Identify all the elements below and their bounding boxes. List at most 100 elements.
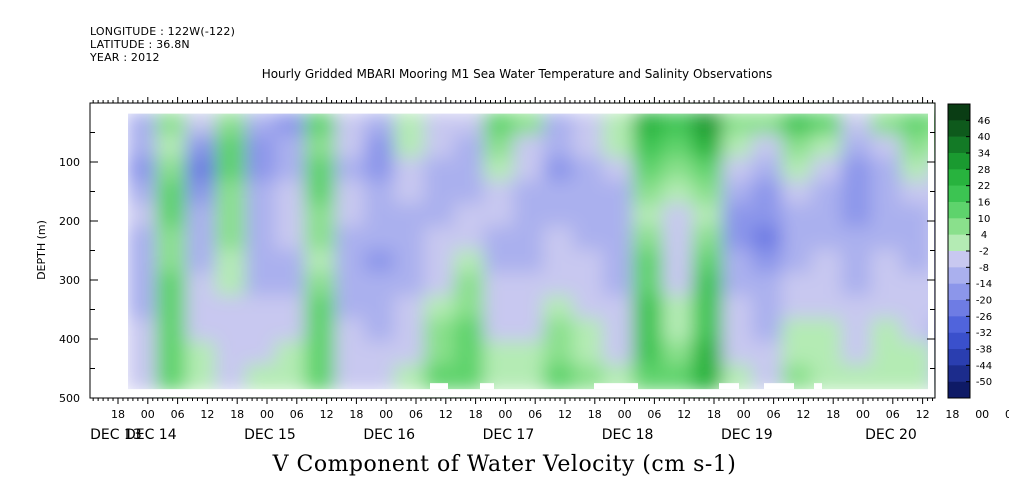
heatmap-cell (304, 226, 339, 254)
heatmap-cell (781, 134, 816, 162)
heatmap-cell (662, 111, 697, 139)
heatmap-cell (126, 226, 160, 254)
heatmap-cell (364, 364, 399, 392)
heatmap-cell (811, 295, 846, 323)
heatmap-cell (334, 134, 369, 162)
heatmap-cell (543, 272, 577, 300)
colorbar-swatch (948, 251, 970, 268)
heatmap-cell (424, 226, 458, 254)
heatmap-cell (722, 249, 756, 277)
heatmap-cell (841, 226, 875, 254)
colorbar-label: -26 (976, 312, 992, 323)
heatmap-cell (781, 157, 816, 185)
colorbar-swatch (948, 169, 970, 186)
heatmap-cell (692, 249, 726, 277)
heatmap-cell (781, 111, 816, 139)
colorbar-label: 28 (978, 165, 991, 176)
heatmap-cell (185, 364, 220, 392)
blank-region (91, 104, 934, 114)
colorbar-swatch (948, 185, 970, 203)
colorbar-label: -8 (979, 263, 989, 274)
heatmap-cell (155, 341, 190, 369)
heatmap-cell (304, 272, 339, 300)
colorbar-swatch (948, 136, 970, 154)
heatmap-cell (304, 180, 339, 208)
heatmap-cell (275, 249, 309, 277)
heatmap-cell (185, 341, 220, 369)
heatmap-cell (424, 318, 458, 346)
heatmap-cell (304, 318, 339, 346)
x-day-label: DEC 17 (483, 427, 535, 443)
heatmap-cell (990, 364, 1009, 391)
heatmap-cell (990, 249, 1009, 276)
heatmap-cell (811, 341, 846, 369)
x-hour-label: 06 (767, 408, 781, 421)
heatmap-cell (632, 341, 667, 369)
heatmap-cell (662, 364, 697, 392)
heatmap-cell (781, 180, 816, 208)
x-hour-label: 06 (1005, 408, 1009, 421)
heatmap-cell (275, 203, 309, 231)
heatmap-cell (304, 295, 339, 323)
heatmap-cell (424, 180, 458, 208)
heatmap-cell (394, 111, 428, 139)
heatmap-cell (424, 203, 458, 231)
colorbar-swatch (948, 300, 970, 317)
colorbar-swatch (948, 267, 970, 284)
x-hour-label: 00 (141, 408, 155, 421)
colorbar-label: -2 (979, 247, 989, 258)
heatmap-cell (632, 157, 667, 185)
heatmap-cell (871, 341, 905, 369)
heatmap-cell (811, 249, 846, 277)
heatmap-cell (185, 203, 220, 231)
heatmap-cell (126, 272, 160, 300)
heatmap-cell (543, 318, 577, 346)
heatmap-cell (662, 203, 697, 231)
heatmap-cell (871, 157, 905, 185)
missing-data-notch (430, 383, 448, 390)
heatmap-cell (155, 157, 190, 185)
colorbar-swatch (948, 381, 970, 399)
colorbar-swatch (948, 104, 970, 121)
heatmap-cell (602, 180, 637, 208)
heatmap-cell (811, 157, 846, 185)
heatmap-cell (155, 111, 190, 139)
heatmap-cell (275, 180, 309, 208)
heatmap-cell (483, 203, 518, 231)
heatmap-cell (751, 272, 786, 300)
heatmap-cell (453, 318, 488, 346)
heatmap-cell (781, 272, 816, 300)
x-hour-label: 18 (111, 408, 125, 421)
heatmap-cell (751, 157, 786, 185)
heatmap-cell (155, 226, 190, 254)
heatmap-cell (751, 249, 786, 277)
heatmap-cell (513, 180, 548, 208)
heatmap-cell (394, 272, 428, 300)
heatmap-cell (573, 180, 607, 208)
heatmap-cell (155, 272, 190, 300)
heatmap-cell (871, 180, 905, 208)
heatmap-cell (811, 318, 846, 346)
heatmap-cell (632, 180, 667, 208)
heatmap-cell (513, 295, 548, 323)
heatmap-cell (662, 249, 697, 277)
heatmap-cell (304, 157, 339, 185)
heatmap-cell (483, 249, 518, 277)
heatmap-cell (602, 134, 637, 162)
heatmap-cell (155, 249, 190, 277)
heatmap-cell (692, 295, 726, 323)
heatmap-cell (543, 249, 577, 277)
colorbar-swatch (948, 153, 970, 170)
y-tick-label: 200 (59, 215, 80, 228)
heatmap-cell (841, 249, 875, 277)
heatmap-cell (841, 341, 875, 369)
heatmap-cell (543, 111, 577, 139)
heatmap-cell (632, 249, 667, 277)
heatmap-cell (155, 180, 190, 208)
heatmap-cell (185, 111, 220, 139)
heatmap-cell (811, 272, 846, 300)
x-hour-label: 06 (290, 408, 304, 421)
heatmap-cell (483, 134, 518, 162)
heatmap-cell (602, 295, 637, 323)
heatmap-cell (751, 180, 786, 208)
